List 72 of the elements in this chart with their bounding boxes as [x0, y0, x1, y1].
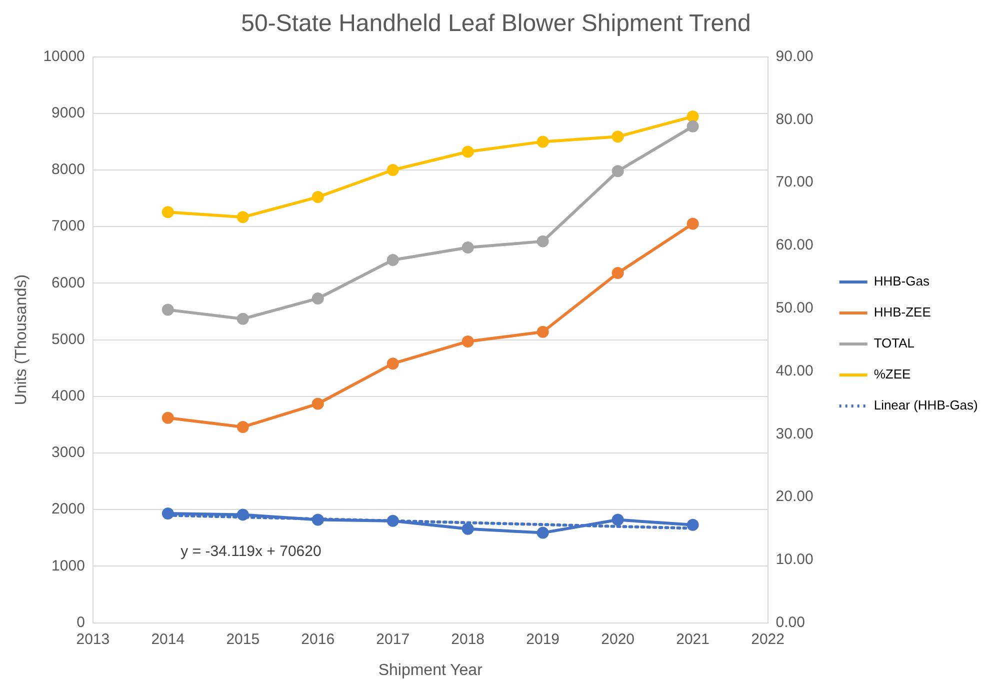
- y-tick-label: 9000: [52, 104, 85, 122]
- legend-label: HHB-ZEE: [874, 304, 932, 320]
- y-tick-label: 6000: [52, 274, 85, 292]
- legend-label: HHB-Gas: [874, 274, 930, 289]
- point: [612, 165, 624, 178]
- point: [236, 312, 249, 325]
- point: [236, 420, 249, 433]
- point: [536, 526, 549, 539]
- point: [162, 304, 174, 316]
- point: [312, 292, 324, 304]
- y2-tick-label: 70.00: [776, 174, 814, 191]
- y2-tick-label: 20.00: [776, 488, 814, 506]
- y-tick-label: 0: [76, 614, 85, 631]
- x-tick-label: 2013: [76, 630, 110, 648]
- legend-label: %ZEE: [874, 366, 912, 382]
- x-tick-label: 2016: [301, 630, 335, 648]
- point: [386, 514, 399, 527]
- y-tick-label: 5000: [52, 330, 85, 348]
- point: [386, 164, 399, 176]
- y2-tick-label: 10.00: [776, 551, 814, 568]
- point: [386, 254, 399, 266]
- point: [462, 242, 474, 254]
- point: [386, 358, 399, 370]
- y-tick-label: 10000: [43, 48, 85, 65]
- point: [462, 146, 474, 158]
- point: [162, 412, 174, 424]
- legend-label: TOTAL: [874, 336, 915, 351]
- point: [536, 136, 549, 148]
- point: [536, 326, 549, 338]
- point: [612, 130, 624, 143]
- x-tick-label: 2014: [151, 630, 185, 648]
- y2-tick-label: 50.00: [776, 299, 814, 316]
- x-tick-label: 2018: [451, 630, 485, 648]
- y-tick-label: 7000: [52, 218, 85, 235]
- y-tick-label: 2000: [52, 500, 85, 518]
- point: [686, 518, 699, 531]
- y-axis-title: Units (Thousands): [13, 274, 30, 406]
- y2-tick-label: 40.00: [776, 362, 814, 380]
- point: [312, 514, 324, 526]
- point: [612, 514, 624, 526]
- y-tick-label: 4000: [52, 388, 85, 405]
- y-tick-label: 8000: [52, 161, 85, 178]
- x-tick-label: 2021: [676, 630, 710, 648]
- point: [236, 508, 249, 521]
- y2-tick-label: 60.00: [776, 236, 814, 254]
- chart-title: 50-State Handheld Leaf Blower Shipment Trend: [241, 10, 751, 38]
- y2-tick-label: 80.00: [776, 110, 814, 128]
- point: [312, 191, 324, 204]
- point: [686, 110, 699, 123]
- y2-tick-label: 30.00: [776, 425, 814, 442]
- point: [162, 206, 174, 218]
- x-axis-title: Shipment Year: [378, 662, 484, 679]
- x-tick-label: 2022: [751, 630, 784, 648]
- point: [236, 211, 249, 224]
- legend-label: Linear (HHB-Gas): [874, 398, 978, 413]
- x-tick-label: 2017: [376, 630, 410, 648]
- y2-tick-label: 0.00: [776, 614, 805, 631]
- point: [686, 120, 699, 132]
- point: [462, 336, 474, 348]
- x-tick-label: 2019: [526, 630, 560, 648]
- annotation: y = -34.119x + 70620: [180, 543, 322, 560]
- point: [462, 522, 474, 535]
- point: [536, 235, 549, 248]
- point: [612, 267, 624, 280]
- point: [162, 508, 174, 520]
- y-tick-label: 3000: [52, 444, 85, 462]
- point: [312, 398, 324, 410]
- x-tick-label: 2020: [601, 630, 635, 648]
- y-tick-label: 1000: [52, 557, 85, 574]
- point: [686, 218, 699, 230]
- y2-tick-label: 90.00: [776, 48, 814, 65]
- x-tick-label: 2015: [226, 630, 260, 648]
